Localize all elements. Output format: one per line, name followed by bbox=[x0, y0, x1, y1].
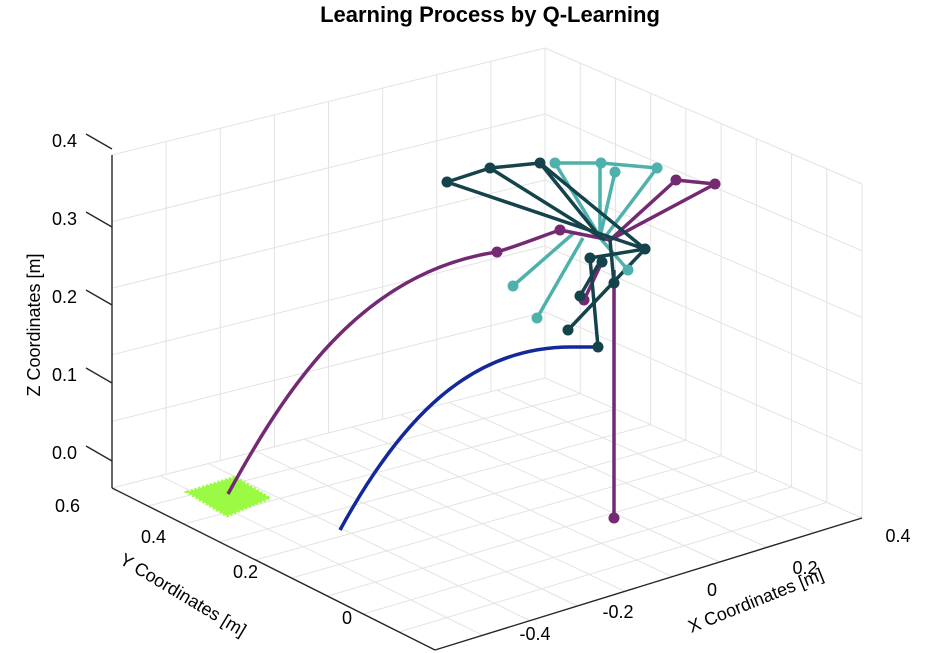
wall-grid-line bbox=[544, 179, 863, 319]
z-tick-label: 0.4 bbox=[52, 131, 77, 151]
floor-grid-line bbox=[398, 501, 827, 633]
z-tick-mark bbox=[85, 289, 113, 306]
link-dark-teal bbox=[446, 166, 491, 184]
x-tick-label: 0 bbox=[707, 580, 717, 600]
joint-marker bbox=[531, 312, 543, 324]
wall-grid-line bbox=[111, 377, 546, 489]
joint-marker bbox=[574, 290, 586, 302]
link-light-teal bbox=[600, 161, 658, 170]
z-tick-mark bbox=[85, 367, 113, 384]
joint-marker bbox=[534, 157, 546, 169]
y-tick-label: 0.4 bbox=[141, 527, 166, 547]
joint-marker bbox=[670, 174, 682, 186]
z-tick-label: 0.2 bbox=[52, 287, 77, 307]
floor-grid-line bbox=[448, 401, 768, 548]
link-light-teal bbox=[553, 162, 602, 238]
x-tick-label: 0.4 bbox=[885, 526, 910, 546]
floor-grid-line bbox=[352, 426, 673, 578]
floor-grid-line bbox=[183, 408, 616, 525]
x-tick-label: -0.2 bbox=[602, 602, 633, 622]
joint-marker bbox=[595, 157, 607, 169]
joint-marker bbox=[608, 277, 620, 289]
joint-marker bbox=[608, 512, 620, 524]
y-axis-label: Y Coordinates [m] bbox=[116, 549, 250, 640]
wall-grid-line bbox=[111, 179, 546, 289]
floor-grid-line bbox=[363, 486, 792, 615]
trajectory-purple bbox=[226, 228, 561, 495]
joint-marker bbox=[596, 256, 608, 268]
z-axis-label: Z Coordinates [m] bbox=[24, 253, 44, 396]
joint-marker bbox=[554, 224, 566, 236]
joint-marker bbox=[622, 264, 634, 276]
target-zone bbox=[183, 475, 274, 518]
x-axis-label: X Coordinates [m] bbox=[685, 564, 826, 637]
joint-marker bbox=[484, 162, 496, 174]
z-tick-mark bbox=[85, 445, 113, 462]
joint-marker bbox=[441, 176, 453, 188]
joint-marker bbox=[709, 178, 721, 190]
joint-marker bbox=[562, 324, 574, 336]
link-dark-teal bbox=[566, 247, 647, 332]
wall-grid-line bbox=[111, 47, 546, 156]
floor-grid-line bbox=[291, 455, 722, 579]
link-dark-teal bbox=[446, 180, 646, 251]
z-tick-mark bbox=[85, 133, 113, 150]
grid-lines bbox=[111, 47, 863, 636]
link-dark-teal bbox=[578, 264, 600, 297]
joint-marker bbox=[609, 166, 621, 178]
floor-grid-line bbox=[327, 470, 757, 597]
link-dark-teal bbox=[589, 247, 646, 260]
link-light-teal bbox=[598, 171, 617, 238]
data-marks bbox=[183, 157, 721, 531]
joint-marker bbox=[651, 162, 663, 174]
wall-grid-line bbox=[544, 245, 863, 385]
trajectory-blue bbox=[338, 345, 600, 531]
x-tick-label: 0.2 bbox=[792, 558, 817, 578]
link-purple bbox=[675, 178, 716, 186]
z-tick-label: 0.3 bbox=[52, 209, 77, 229]
link-dark-teal bbox=[538, 161, 602, 239]
joint-marker bbox=[491, 246, 503, 258]
link-dark-teal bbox=[608, 239, 616, 284]
y-tick-label: 0.6 bbox=[55, 496, 80, 516]
y-tick-label: 0.2 bbox=[233, 562, 258, 582]
wall-grid-line bbox=[544, 311, 863, 452]
y-tick-label: 0 bbox=[342, 608, 352, 628]
floor-grid-line bbox=[255, 439, 687, 561]
link-dark-teal bbox=[538, 161, 647, 251]
z-tick-label: 0.1 bbox=[52, 365, 77, 385]
chart-title: Learning Process by Q-Learning bbox=[320, 2, 660, 27]
joint-marker bbox=[592, 341, 604, 353]
floor-grid-line bbox=[400, 414, 720, 563]
link-dark-teal bbox=[489, 166, 606, 242]
link-purple bbox=[609, 182, 716, 242]
wall-grid-line bbox=[111, 245, 546, 356]
z-tick-mark bbox=[85, 211, 113, 228]
wall-grid-line bbox=[544, 47, 863, 185]
x-tick-label: -0.4 bbox=[519, 624, 550, 644]
floor-grid-line bbox=[256, 450, 578, 607]
joint-marker bbox=[639, 243, 651, 255]
axes bbox=[85, 133, 863, 651]
joint-marker bbox=[507, 280, 519, 292]
wall-grid-line bbox=[111, 311, 546, 422]
wall-grid-line bbox=[544, 377, 863, 519]
floor-grid-line bbox=[304, 438, 625, 592]
joint-marker bbox=[584, 252, 596, 264]
joint-marker bbox=[549, 157, 561, 169]
tick-labels: 0.4 0.3 0.2 0.1 0.0 0 0.2 0.4 0.6 -0.4 -0.2 0 0.2 0.4 bbox=[52, 131, 911, 644]
floor-grid-line bbox=[219, 424, 651, 543]
floor-grid-line bbox=[208, 463, 531, 622]
link-light-teal bbox=[511, 230, 577, 288]
link-light-teal bbox=[535, 237, 585, 319]
x-axis-line bbox=[434, 517, 863, 651]
z-tick-label: 0.0 bbox=[52, 443, 77, 463]
floor-grid-line bbox=[496, 389, 815, 534]
link-dark-teal bbox=[489, 161, 541, 170]
wall-grid-line bbox=[111, 113, 546, 223]
y-axis-line bbox=[111, 487, 436, 651]
